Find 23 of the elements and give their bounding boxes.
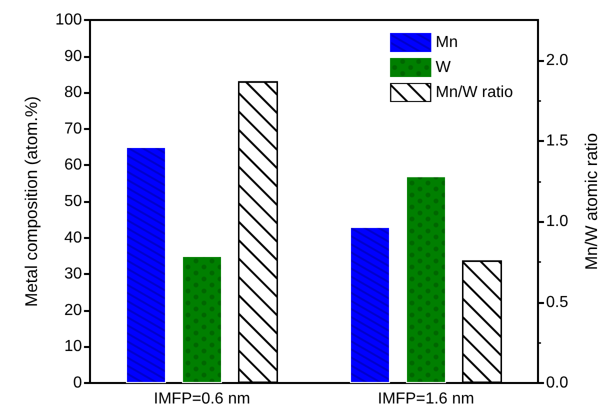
y2-tick-label: 2.0 xyxy=(546,52,568,69)
legend-label: W xyxy=(436,59,452,76)
y-tick-label: 80 xyxy=(64,84,82,102)
y-tick-label: 90 xyxy=(64,48,82,65)
y-axis-title: Metal composition (atom.%) xyxy=(22,96,41,307)
y-tick-label: 40 xyxy=(64,229,82,246)
y-tick-label: 20 xyxy=(64,302,82,319)
y2-tick-label: 0.0 xyxy=(546,374,568,392)
x-tick-label: IMFP=0.6 nm xyxy=(154,390,250,408)
y2-tick-label: 1.0 xyxy=(546,213,568,230)
y-tick-label: 0 xyxy=(73,374,82,392)
y2-axis-title: Mn/W atomic ratio xyxy=(582,133,601,270)
y-tick-label: 50 xyxy=(64,193,82,210)
y-tick-label: 60 xyxy=(64,156,82,174)
y-tick-label: 10 xyxy=(64,338,82,356)
legend-label: Mn/W ratio xyxy=(436,84,514,101)
y-tick-label: 100 xyxy=(55,12,82,28)
y2-tick-label: 1.5 xyxy=(546,132,568,150)
x-tick-label: IMFP=1.6 nm xyxy=(378,390,474,408)
y-tick-label: 30 xyxy=(64,266,82,283)
y2-tick-label: 0.5 xyxy=(546,294,568,311)
y-tick-label: 70 xyxy=(64,120,82,138)
legend-label: Mn xyxy=(436,34,458,51)
